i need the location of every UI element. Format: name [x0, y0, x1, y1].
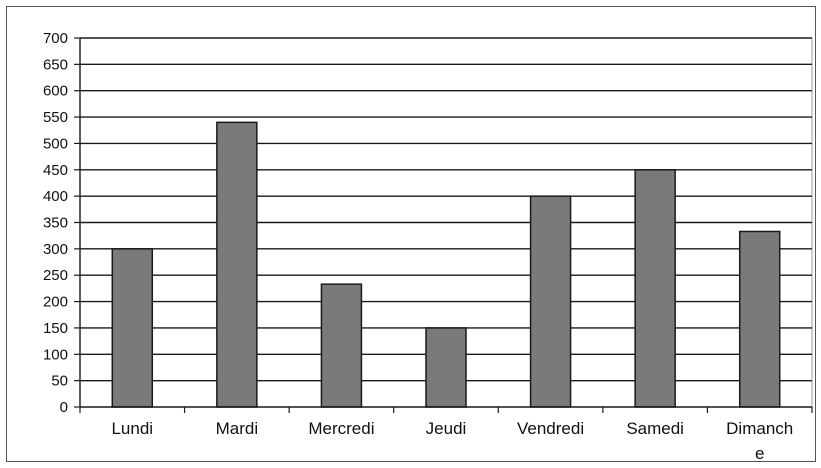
y-tick-label: 150: [43, 320, 68, 337]
y-tick-label: 100: [43, 346, 68, 363]
bar-lundi: [111, 248, 154, 408]
y-tick-label: 550: [43, 109, 68, 126]
bar-jeudi: [425, 327, 467, 408]
x-tick-label: Vendredi: [517, 419, 584, 438]
y-tick-label: 450: [43, 162, 68, 179]
x-tick-label: e: [755, 444, 764, 463]
grid-lines: [79, 37, 813, 408]
y-tick-label: 250: [43, 267, 68, 284]
y-tick-label: 600: [43, 83, 68, 100]
x-tick-label: Mardi: [216, 419, 259, 438]
y-tick-label: 200: [43, 294, 68, 311]
labels: 0 50 100 150 200 250 300 350 400 450 500 550 600 650 7…: [43, 30, 793, 463]
bar-vendredi: [529, 195, 572, 408]
bar-dimanche: [738, 230, 781, 408]
y-tick-label: 650: [43, 56, 68, 73]
y-tick-label: 400: [43, 188, 68, 205]
y-tick-label: 500: [43, 135, 68, 152]
x-tick-label: Dimanch: [726, 419, 793, 438]
x-tick-label: Mercredi: [308, 419, 374, 438]
y-tick-label: 700: [43, 30, 68, 47]
y-tick-label: 50: [51, 373, 68, 390]
bars: [111, 121, 781, 408]
bar-samedi: [634, 169, 676, 408]
y-tick-label: 0: [60, 399, 68, 416]
axes: [74, 37, 813, 413]
x-tick-label: Lundi: [111, 419, 153, 438]
x-tick-label: Samedi: [626, 419, 684, 438]
x-tick-label: Jeudi: [426, 419, 467, 438]
bar-mardi: [216, 121, 258, 408]
y-tick-label: 350: [43, 215, 68, 232]
y-tick-label: 300: [43, 241, 68, 258]
bar-mercredi: [320, 283, 363, 408]
